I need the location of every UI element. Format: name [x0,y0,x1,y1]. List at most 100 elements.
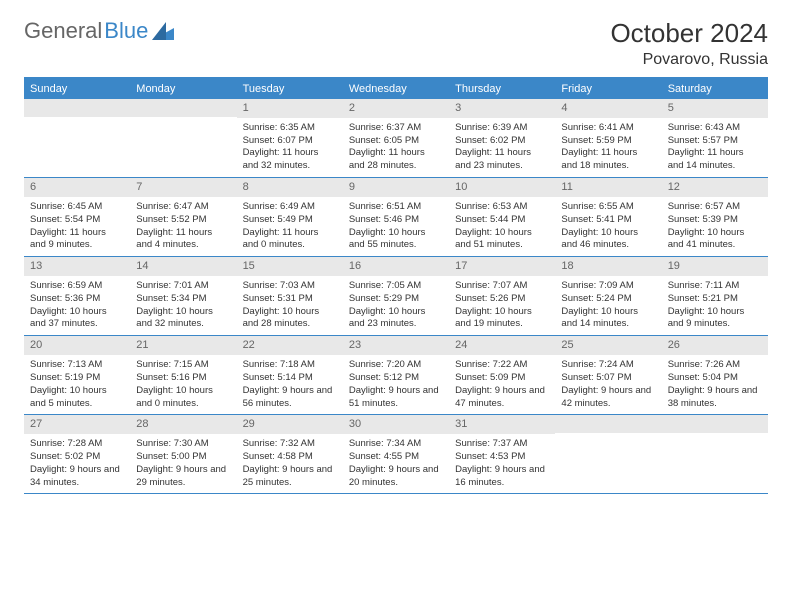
sunset-text: Sunset: 5:54 PM [30,214,124,227]
daylight-text: Daylight: 9 hours and 16 minutes. [455,464,549,490]
day-cell: 14Sunrise: 7:01 AMSunset: 5:34 PMDayligh… [130,257,236,335]
day-body: Sunrise: 7:11 AMSunset: 5:21 PMDaylight:… [662,278,768,335]
day-body: Sunrise: 7:24 AMSunset: 5:07 PMDaylight:… [555,357,661,414]
day-number: 10 [449,178,555,197]
day-number: 15 [237,257,343,276]
sunset-text: Sunset: 5:24 PM [561,293,655,306]
day-cell: 2 Sunrise: 6:37 AMSunset: 6:05 PMDaylight… [343,99,449,177]
day-body: Sunrise: 7:32 AMSunset: 4:58 PMDaylight:… [237,436,343,493]
sunrise-text: Sunrise: 7:07 AM [455,280,549,293]
daylight-text: Daylight: 11 hours and 4 minutes. [136,227,230,253]
day-body: Sunrise: 7:18 AMSunset: 5:14 PMDaylight:… [237,357,343,414]
sunrise-text: Sunrise: 6:55 AM [561,201,655,214]
calendar: Sunday Monday Tuesday Wednesday Thursday… [24,77,768,494]
sunset-text: Sunset: 4:58 PM [243,451,337,464]
day-number: 16 [343,257,449,276]
sunrise-text: Sunrise: 6:39 AM [455,122,549,135]
sunrise-text: Sunrise: 6:37 AM [349,122,443,135]
sunset-text: Sunset: 5:04 PM [668,372,762,385]
day-number: 5 [662,99,768,118]
daylight-text: Daylight: 10 hours and 5 minutes. [30,385,124,411]
day-number: 2 [343,99,449,118]
day-body: Sunrise: 7:34 AMSunset: 4:55 PMDaylight:… [343,436,449,493]
sunset-text: Sunset: 5:02 PM [30,451,124,464]
daylight-text: Daylight: 11 hours and 9 minutes. [30,227,124,253]
title-block: October 2024 Povarovo, Russia [610,18,768,69]
daylight-text: Daylight: 9 hours and 20 minutes. [349,464,443,490]
day-body: Sunrise: 6:57 AMSunset: 5:39 PMDaylight:… [662,199,768,256]
day-cell: 7Sunrise: 6:47 AMSunset: 5:52 PMDaylight… [130,178,236,256]
day-number: 23 [343,336,449,355]
logo-text-2: Blue [104,18,148,44]
sunset-text: Sunset: 4:53 PM [455,451,549,464]
day-cell: 9Sunrise: 6:51 AMSunset: 5:46 PMDaylight… [343,178,449,256]
weeks-container: 1Sunrise: 6:35 AMSunset: 6:07 PMDaylight… [24,99,768,494]
day-body: Sunrise: 7:20 AMSunset: 5:12 PMDaylight:… [343,357,449,414]
sunrise-text: Sunrise: 7:28 AM [30,438,124,451]
daylight-text: Daylight: 11 hours and 23 minutes. [455,147,549,173]
day-number [24,99,130,117]
sunrise-text: Sunrise: 6:47 AM [136,201,230,214]
sunset-text: Sunset: 5:14 PM [243,372,337,385]
day-body: Sunrise: 6:37 AMSunset: 6:05 PMDaylight:… [343,120,449,177]
week-row: 6Sunrise: 6:45 AMSunset: 5:54 PMDaylight… [24,178,768,257]
sunset-text: Sunset: 5:09 PM [455,372,549,385]
day-number: 17 [449,257,555,276]
day-body: Sunrise: 7:01 AMSunset: 5:34 PMDaylight:… [130,278,236,335]
week-row: 13Sunrise: 6:59 AMSunset: 5:36 PMDayligh… [24,257,768,336]
sunset-text: Sunset: 5:07 PM [561,372,655,385]
sunrise-text: Sunrise: 6:53 AM [455,201,549,214]
sunset-text: Sunset: 5:44 PM [455,214,549,227]
day-body: Sunrise: 7:13 AMSunset: 5:19 PMDaylight:… [24,357,130,414]
week-row: 1Sunrise: 6:35 AMSunset: 6:07 PMDaylight… [24,99,768,178]
sunrise-text: Sunrise: 7:18 AM [243,359,337,372]
sunset-text: Sunset: 5:59 PM [561,135,655,148]
day-cell: 20Sunrise: 7:13 AMSunset: 5:19 PMDayligh… [24,336,130,414]
weekday-header: Thursday [449,79,555,99]
day-number: 30 [343,415,449,434]
day-body: Sunrise: 7:37 AMSunset: 4:53 PMDaylight:… [449,436,555,493]
day-cell: 19Sunrise: 7:11 AMSunset: 5:21 PMDayligh… [662,257,768,335]
sunrise-text: Sunrise: 6:45 AM [30,201,124,214]
sunset-text: Sunset: 4:55 PM [349,451,443,464]
day-body: Sunrise: 6:45 AMSunset: 5:54 PMDaylight:… [24,199,130,256]
sunset-text: Sunset: 6:07 PM [243,135,337,148]
day-number: 8 [237,178,343,197]
sunset-text: Sunset: 5:57 PM [668,135,762,148]
daylight-text: Daylight: 10 hours and 41 minutes. [668,227,762,253]
day-cell: 29 Sunrise: 7:32 AMSunset: 4:58 PMDayligh… [237,415,343,493]
day-number [130,99,236,117]
daylight-text: Daylight: 10 hours and 37 minutes. [30,306,124,332]
weekday-header: Monday [130,79,236,99]
logo-icon [152,22,174,40]
daylight-text: Daylight: 9 hours and 51 minutes. [349,385,443,411]
sunrise-text: Sunrise: 7:32 AM [243,438,337,451]
day-body: Sunrise: 6:55 AMSunset: 5:41 PMDaylight:… [555,199,661,256]
day-number: 3 [449,99,555,118]
day-body: Sunrise: 7:07 AMSunset: 5:26 PMDaylight:… [449,278,555,335]
day-number: 29 [237,415,343,434]
sunset-text: Sunset: 5:39 PM [668,214,762,227]
day-cell: 17 Sunrise: 7:07 AMSunset: 5:26 PMDayligh… [449,257,555,335]
day-cell [555,415,661,493]
sunset-text: Sunset: 5:26 PM [455,293,549,306]
day-body: Sunrise: 7:22 AMSunset: 5:09 PMDaylight:… [449,357,555,414]
day-cell: 5Sunrise: 6:43 AMSunset: 5:57 PMDaylight… [662,99,768,177]
daylight-text: Daylight: 10 hours and 51 minutes. [455,227,549,253]
day-cell: 12 Sunrise: 6:57 AMSunset: 5:39 PMDayligh… [662,178,768,256]
daylight-text: Daylight: 9 hours and 56 minutes. [243,385,337,411]
daylight-text: Daylight: 10 hours and 46 minutes. [561,227,655,253]
sunset-text: Sunset: 5:36 PM [30,293,124,306]
day-body: Sunrise: 7:03 AMSunset: 5:31 PMDaylight:… [237,278,343,335]
day-number: 12 [662,178,768,197]
daylight-text: Daylight: 10 hours and 28 minutes. [243,306,337,332]
weekday-header: Saturday [662,79,768,99]
weekday-header: Tuesday [237,79,343,99]
day-cell: 3Sunrise: 6:39 AMSunset: 6:02 PMDaylight… [449,99,555,177]
day-body: Sunrise: 6:41 AMSunset: 5:59 PMDaylight:… [555,120,661,177]
weekday-header: Wednesday [343,79,449,99]
sunrise-text: Sunrise: 7:34 AM [349,438,443,451]
day-cell: 30 Sunrise: 7:34 AMSunset: 4:55 PMDayligh… [343,415,449,493]
day-cell: 28Sunrise: 7:30 AMSunset: 5:00 PMDayligh… [130,415,236,493]
day-body: Sunrise: 6:35 AMSunset: 6:07 PMDaylight:… [237,120,343,177]
